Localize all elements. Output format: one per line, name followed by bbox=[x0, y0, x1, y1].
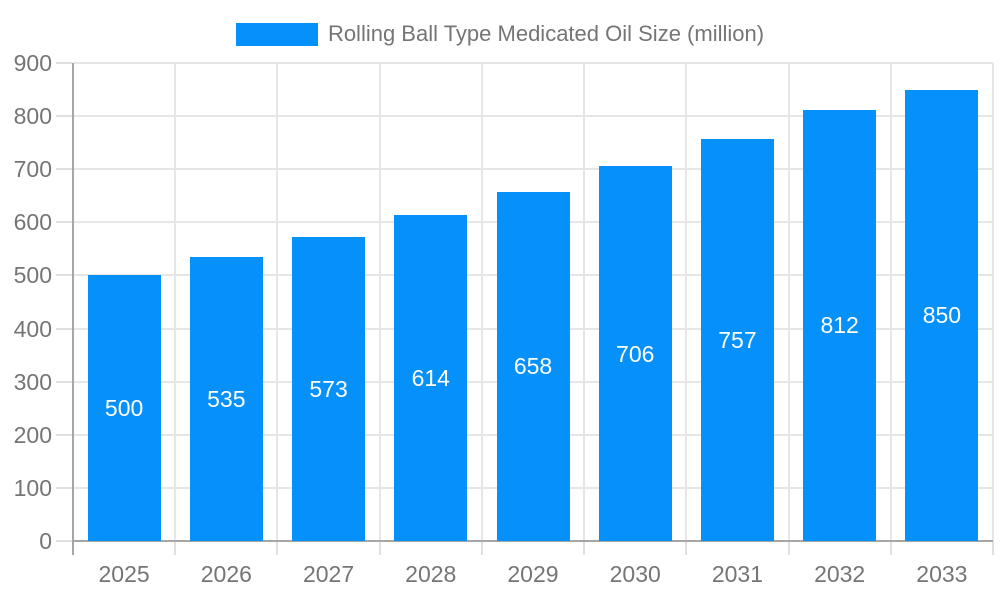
y-tick-label: 800 bbox=[13, 103, 52, 130]
y-tick-label: 900 bbox=[13, 50, 52, 76]
bar-value-label: 500 bbox=[104, 395, 144, 422]
y-axis-tick bbox=[56, 433, 72, 436]
y-axis-tick bbox=[56, 274, 72, 277]
x-axis-tick bbox=[276, 541, 279, 555]
bar[interactable] bbox=[496, 191, 570, 541]
legend-label: Rolling Ball Type Medicated Oil Size (mi… bbox=[327, 21, 765, 46]
bar[interactable] bbox=[803, 109, 877, 541]
bar[interactable] bbox=[394, 214, 468, 541]
gridline-vertical bbox=[992, 63, 994, 541]
y-axis-tick bbox=[56, 221, 72, 224]
legend-swatch[interactable] bbox=[235, 22, 318, 46]
bar-value-label: 706 bbox=[616, 340, 655, 367]
bar[interactable] bbox=[292, 236, 366, 541]
x-tick-label: 2027 bbox=[302, 561, 355, 587]
y-tick-label: 300 bbox=[13, 368, 52, 395]
gridline-horizontal bbox=[73, 115, 993, 118]
y-tick-label: 700 bbox=[13, 156, 52, 183]
x-tick-label: 2028 bbox=[405, 561, 457, 587]
bar-value-label: 573 bbox=[309, 375, 348, 402]
x-axis-tick bbox=[787, 541, 790, 555]
y-axis-tick bbox=[56, 168, 72, 171]
y-axis-tick bbox=[56, 115, 72, 118]
bar[interactable] bbox=[189, 256, 263, 541]
gridline-vertical bbox=[787, 63, 790, 541]
gridline-vertical bbox=[889, 63, 892, 541]
x-tick-label: 2030 bbox=[609, 561, 661, 587]
x-axis-tick bbox=[583, 541, 586, 555]
bar[interactable] bbox=[598, 166, 672, 541]
gridline-vertical bbox=[480, 63, 483, 541]
y-tick-label: 600 bbox=[13, 209, 52, 236]
x-axis-tick bbox=[480, 541, 483, 555]
y-tick-label: 200 bbox=[13, 421, 52, 448]
bar-value-label: 757 bbox=[718, 326, 757, 353]
legend: Rolling Ball Type Medicated Oil Size (mi… bbox=[0, 21, 1000, 46]
gridline-vertical bbox=[685, 63, 688, 541]
y-tick-label: 400 bbox=[13, 315, 52, 342]
gridline-vertical bbox=[378, 63, 381, 541]
x-tick-label: 2032 bbox=[814, 561, 866, 587]
bar-value-label: 812 bbox=[820, 312, 859, 339]
gridline-vertical bbox=[583, 63, 586, 541]
y-axis-line bbox=[72, 63, 74, 555]
y-tick-label: 100 bbox=[13, 474, 52, 501]
x-axis-tick bbox=[889, 541, 892, 555]
x-axis-tick bbox=[992, 541, 994, 555]
x-tick-label: 2031 bbox=[711, 561, 764, 587]
y-axis-tick bbox=[56, 486, 72, 489]
bar-value-label: 614 bbox=[411, 364, 450, 391]
y-tick-label: 0 bbox=[39, 528, 52, 554]
bar[interactable] bbox=[700, 138, 774, 541]
bar[interactable] bbox=[87, 275, 161, 541]
bar[interactable] bbox=[905, 89, 979, 541]
y-axis-tick bbox=[56, 380, 72, 383]
gridline-vertical bbox=[174, 63, 177, 541]
x-axis-tick bbox=[174, 541, 177, 555]
x-tick-label: 2029 bbox=[507, 561, 559, 587]
x-tick-label: 2026 bbox=[200, 561, 252, 587]
gridline-horizontal bbox=[73, 62, 993, 64]
y-axis-tick bbox=[56, 540, 72, 542]
x-tick-label: 2033 bbox=[916, 561, 968, 587]
x-axis-line bbox=[73, 540, 993, 542]
y-axis-tick bbox=[56, 62, 72, 64]
x-tick-label: 2025 bbox=[98, 561, 150, 587]
x-axis-tick bbox=[378, 541, 381, 555]
x-axis-tick bbox=[685, 541, 688, 555]
gridline-horizontal bbox=[73, 168, 993, 171]
y-axis-tick bbox=[56, 327, 72, 330]
gridline-vertical bbox=[276, 63, 279, 541]
y-tick-label: 500 bbox=[13, 262, 52, 289]
bar-value-label: 535 bbox=[207, 385, 246, 412]
bar-value-label: 658 bbox=[513, 353, 553, 380]
bar-value-label: 850 bbox=[922, 302, 962, 329]
